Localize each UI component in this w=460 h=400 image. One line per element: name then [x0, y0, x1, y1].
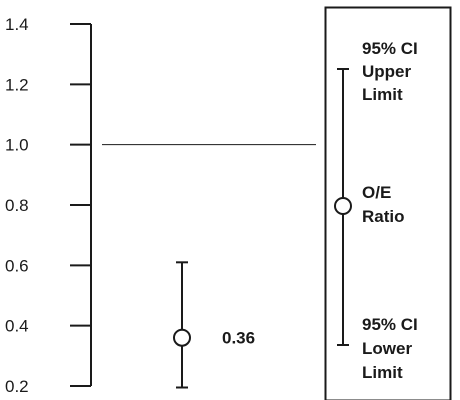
y-tick-label: 1.2 — [5, 75, 29, 94]
y-tick-label: 0.4 — [5, 317, 29, 336]
ratio-data-label: 0.36 — [222, 329, 255, 348]
y-tick-label: 1.4 — [5, 15, 29, 34]
legend-upper-line3: Limit — [362, 85, 403, 104]
legend-upper-line2: Upper — [362, 62, 412, 81]
y-tick-label: 0.8 — [5, 196, 29, 215]
y-tick-label: 0.2 — [5, 377, 29, 396]
legend-lower-line1: 95% CI — [362, 315, 418, 334]
y-tick-label: 1.0 — [5, 136, 29, 155]
y-tick-label: 0.6 — [5, 256, 29, 275]
legend-frame — [324, 6, 452, 400]
legend-upper-line1: 95% CI — [362, 39, 418, 58]
legend-lower-line3: Limit — [362, 363, 403, 382]
legend-ratio-line1: O/E — [362, 183, 391, 202]
legend-box: 95% CI Upper Limit O/E Ratio 95% CI Lowe… — [324, 6, 452, 400]
legend-ratio-marker — [334, 197, 352, 215]
y-axis: 1.4 1.2 1.0 0.8 0.6 0.4 0.2 — [5, 15, 92, 396]
ratio-point-marker — [173, 328, 191, 347]
legend-ratio-line2: Ratio — [362, 207, 405, 226]
data-points: 0.36 — [173, 261, 255, 389]
legend-lower-line2: Lower — [362, 339, 412, 358]
